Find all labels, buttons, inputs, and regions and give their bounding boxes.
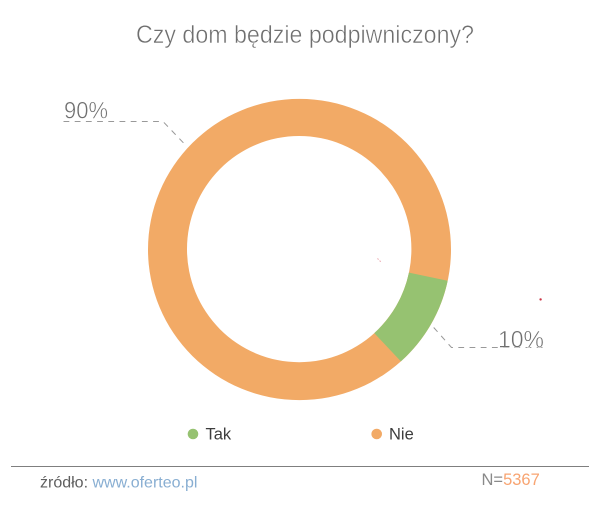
svg-text:90%: 90%: [64, 98, 108, 125]
svg-text:Tak: Tak: [206, 426, 232, 444]
svg-text:N=5367: N=5367: [482, 471, 540, 489]
svg-text:Nie: Nie: [389, 426, 414, 444]
svg-text:10%: 10%: [498, 327, 544, 354]
svg-text:źródło: www.oferteo.pl: źródło: www.oferteo.pl: [40, 475, 197, 492]
svg-text:Czy dom będzie podpiwniczony?: Czy dom będzie podpiwniczony?: [136, 21, 474, 49]
